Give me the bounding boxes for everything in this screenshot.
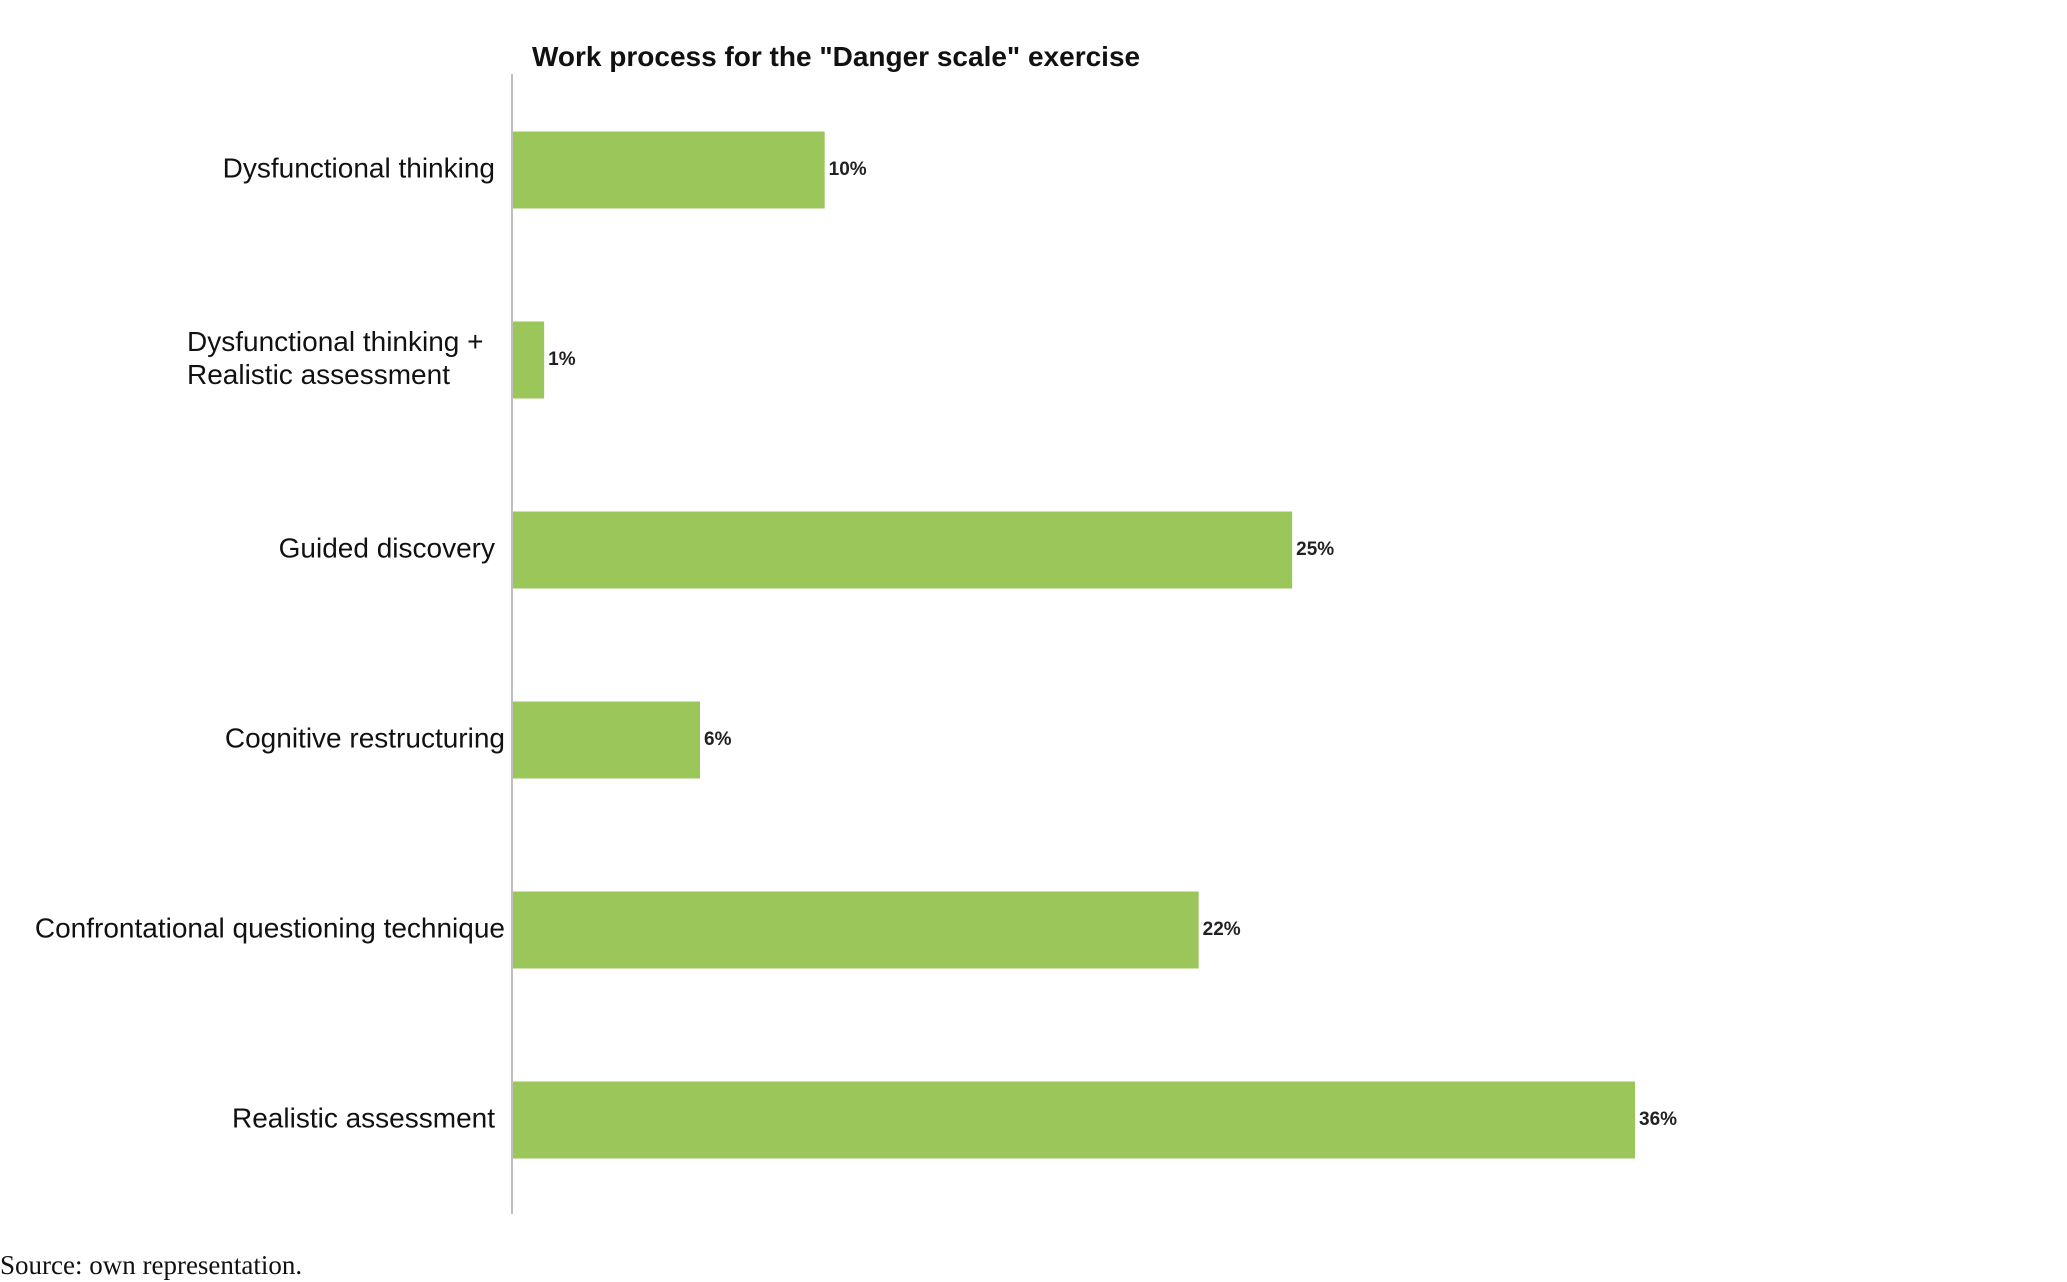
bar-5 [513,1081,1635,1159]
category-label-2: Guided discovery [279,532,495,563]
category-label-1: Dysfunctional thinking + Realistic assess… [187,326,484,390]
category-label-1-line-1: Realistic assessment [187,359,450,390]
category-label-3: Cognitive restructuring [225,722,505,753]
data-label-4: 22% [1203,919,1241,940]
source-note: Source: own representation. [0,1250,303,1280]
data-label-3: 6% [704,729,732,750]
bar-2 [513,511,1293,589]
category-labels-group: Dysfunctional thinking Dysfunctional thin… [35,152,505,1133]
bars-group [513,131,1635,1159]
category-label-5: Realistic assessment [232,1102,495,1133]
bar-0 [513,131,825,209]
category-label-1-line-0: Dysfunctional thinking + [187,326,484,357]
data-label-0: 10% [829,159,867,180]
data-label-2: 25% [1296,539,1334,560]
chart-title: Work process for the "Danger scale" exer… [532,41,1140,72]
bar-3 [513,701,700,779]
bar-1 [513,321,545,399]
category-label-0: Dysfunctional thinking [223,152,495,183]
category-label-4: Confrontational questioning technique [35,912,505,943]
data-label-1: 1% [548,349,576,370]
data-label-5: 36% [1639,1109,1677,1130]
data-labels-group: 10% 1% 25% 6% 22% 36% [548,159,1677,1130]
bar-4 [513,891,1199,969]
